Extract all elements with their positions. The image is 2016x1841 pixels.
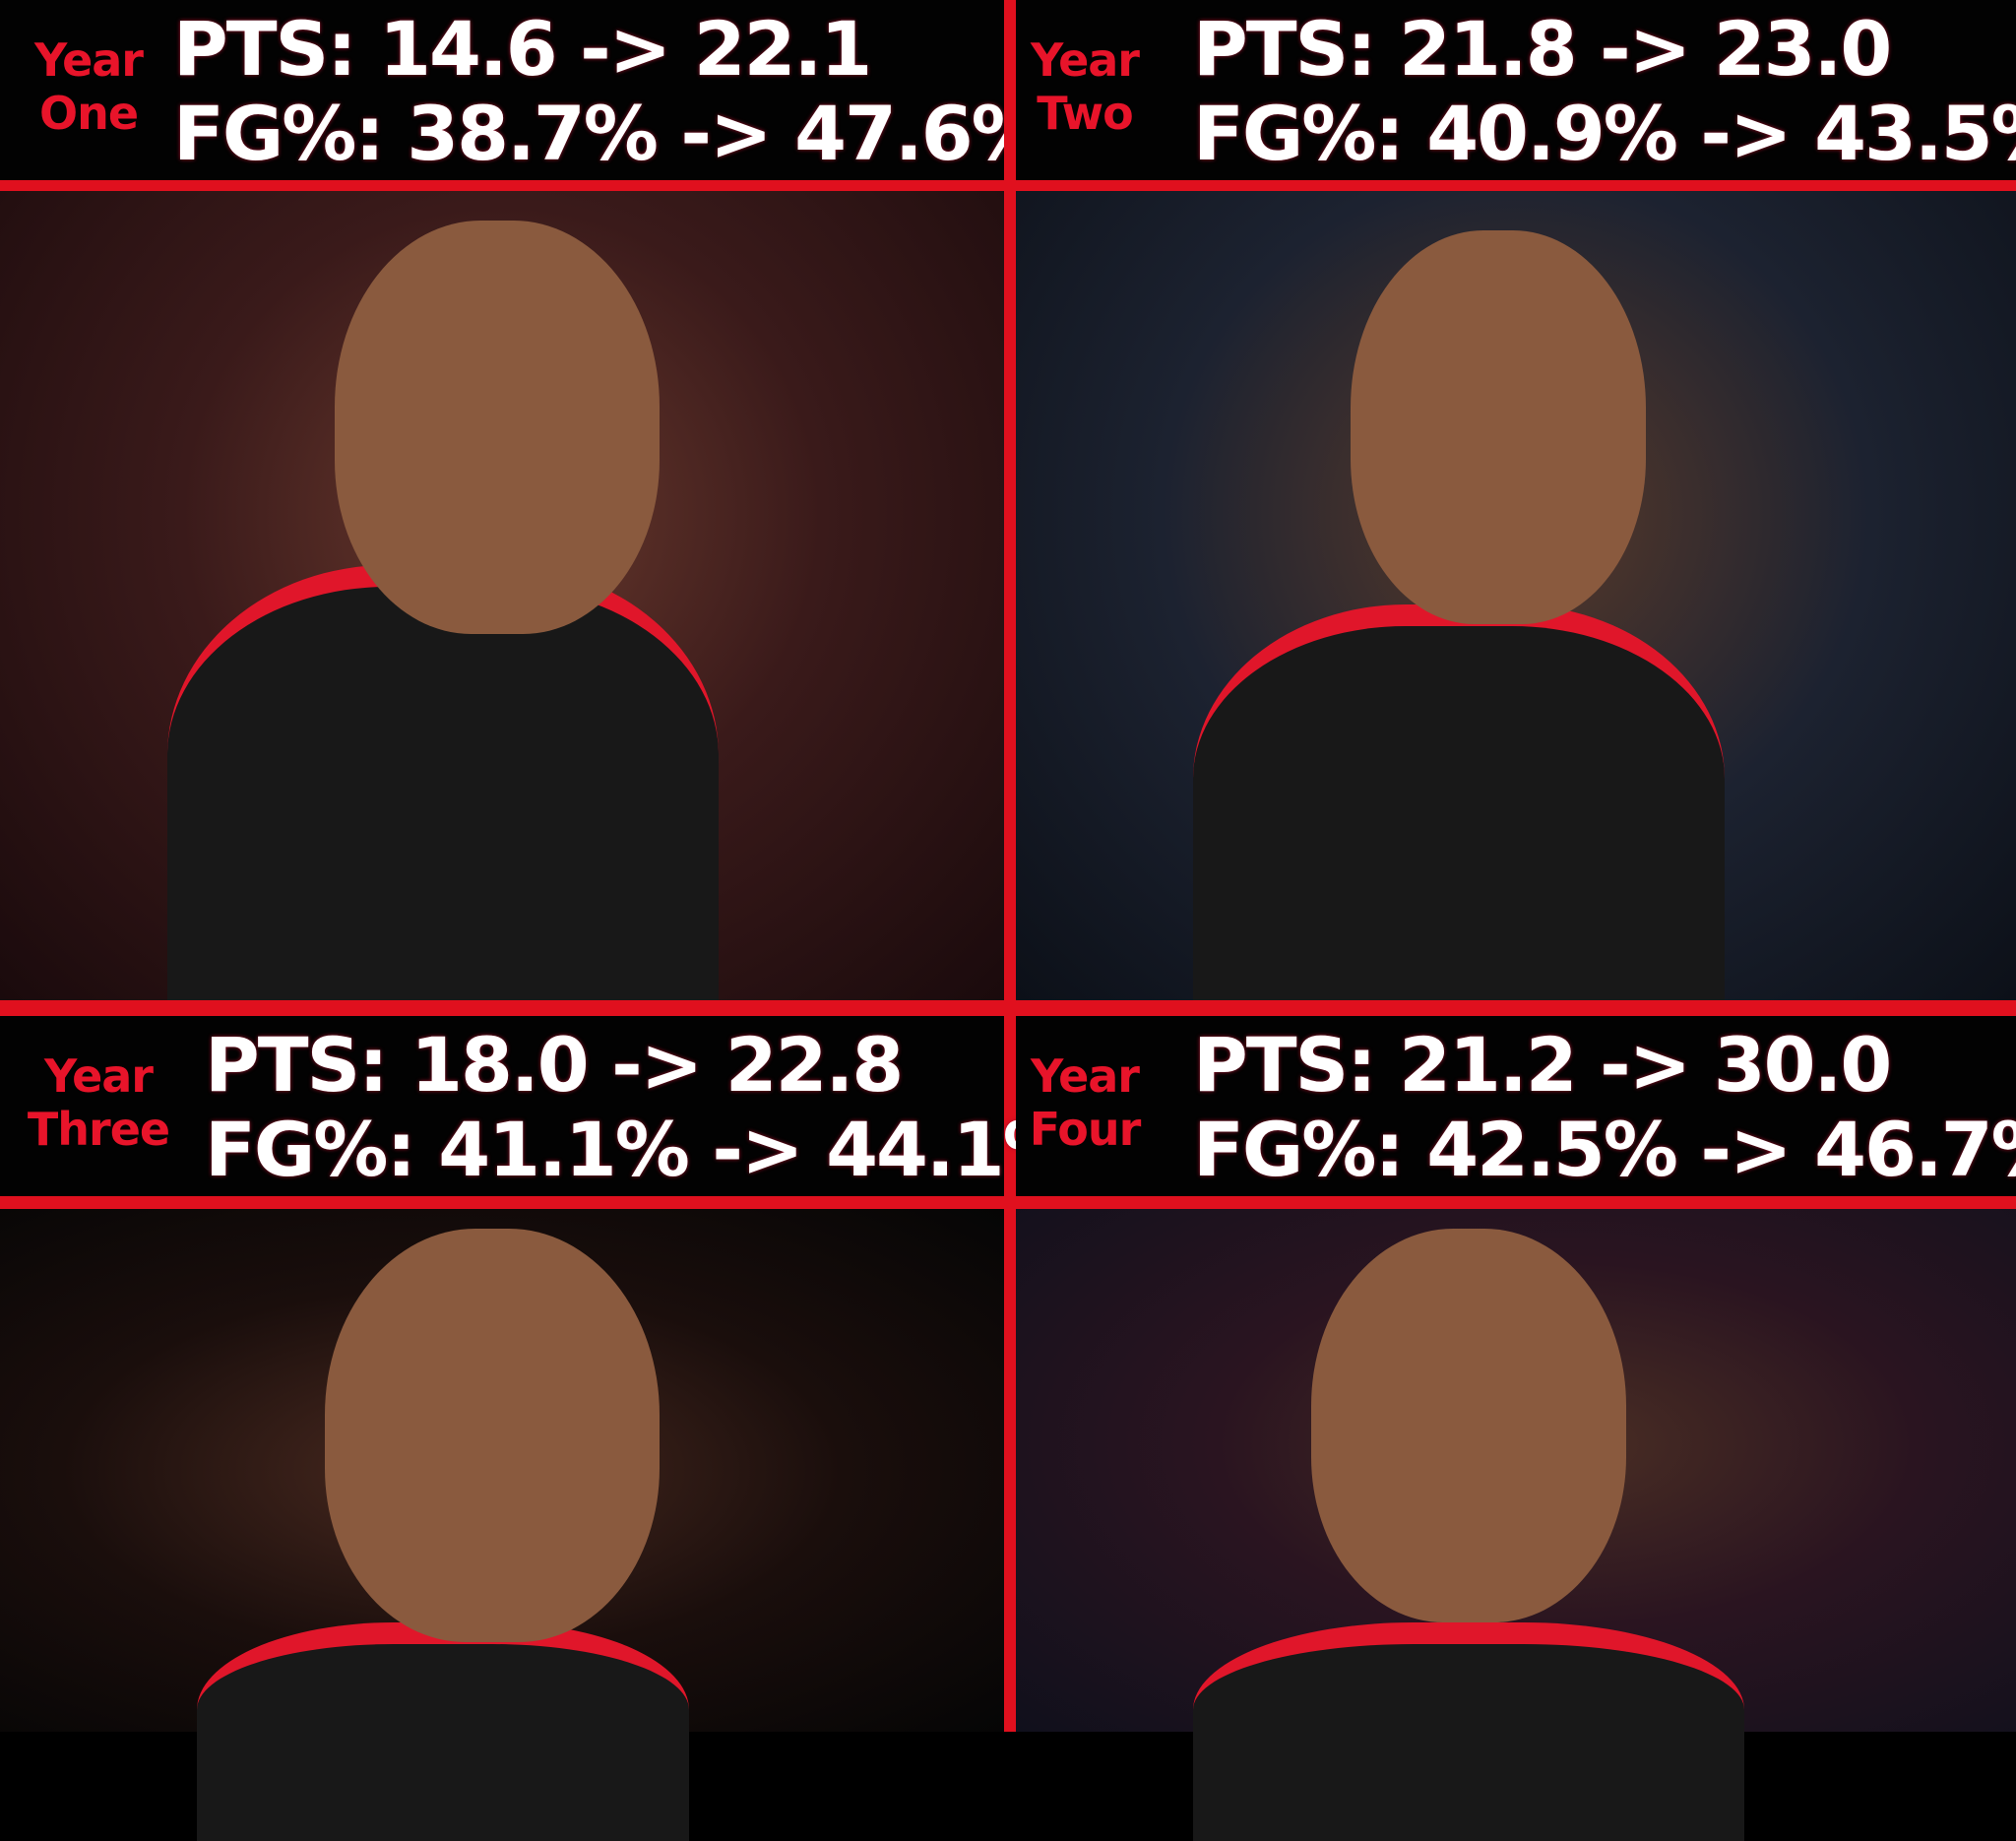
player-photo-year-four — [1016, 1209, 2016, 1841]
player-head — [335, 221, 660, 634]
year-word: Year — [43, 1049, 154, 1103]
year-label: Year Three — [20, 1049, 177, 1156]
year-word: Year — [1030, 33, 1140, 87]
panel-1-header: Year One PTS: 14.6 -> 22.1 FG%: 38.7% ->… — [0, 0, 1046, 180]
fg-stat: FG%: 40.9% -> 43.5% — [1193, 90, 2016, 177]
divider — [1016, 180, 2016, 191]
jersey — [197, 1622, 689, 1841]
jersey — [167, 565, 719, 1040]
vertical-divider — [1004, 0, 1016, 1732]
divider — [1016, 1196, 2016, 1209]
pts-stat: PTS: 21.2 -> 30.0 — [1193, 1021, 1892, 1109]
player-head — [1351, 230, 1646, 624]
panel-2-header: Year Two PTS: 21.8 -> 23.0 FG%: 40.9% ->… — [1016, 0, 2016, 180]
year-number: Two — [1037, 87, 1133, 140]
fg-stat: FG%: 38.7% -> 47.6% — [173, 90, 1046, 177]
player-photo-year-two — [1016, 191, 2016, 1040]
jersey — [1193, 1622, 1744, 1841]
fg-stat: FG%: 42.5% -> 46.7% — [1193, 1106, 2016, 1193]
fg-stat: FG%: 41.1% -> 44.1% — [205, 1106, 1078, 1193]
pts-stat: PTS: 14.6 -> 22.1 — [173, 5, 872, 93]
year-number: Four — [1029, 1103, 1142, 1156]
year-word: Year — [33, 33, 144, 87]
divider — [0, 180, 1004, 191]
pts-stat: PTS: 21.8 -> 23.0 — [1193, 5, 1892, 93]
player-photo-year-one — [0, 191, 1004, 1040]
jersey — [1193, 604, 1725, 1040]
panel-4-header: Year Four PTS: 21.2 -> 30.0 FG%: 42.5% -… — [1016, 1016, 2016, 1196]
pts-stat: PTS: 18.0 -> 22.8 — [205, 1021, 904, 1109]
player-photo-year-three — [0, 1209, 1004, 1841]
player-head — [1311, 1229, 1626, 1622]
panel-3-header: Year Three PTS: 18.0 -> 22.8 FG%: 41.1% … — [0, 1016, 1078, 1196]
year-number: One — [38, 87, 139, 140]
year-word: Year — [1030, 1049, 1140, 1103]
year-label: Year Two — [1016, 33, 1154, 140]
year-label: Year One — [20, 33, 158, 140]
player-head — [325, 1229, 660, 1642]
divider — [0, 1196, 1004, 1209]
horizontal-divider — [0, 1000, 2016, 1016]
year-number: Three — [27, 1103, 170, 1156]
year-label: Year Four — [1016, 1049, 1154, 1156]
